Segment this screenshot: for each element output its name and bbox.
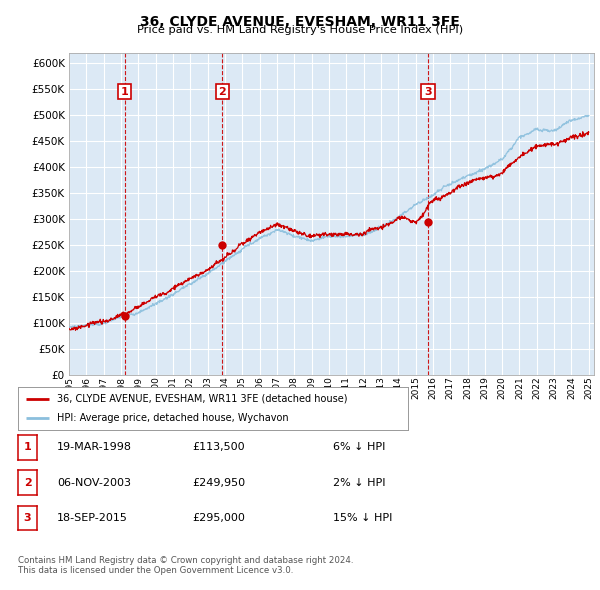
Text: Price paid vs. HM Land Registry's House Price Index (HPI): Price paid vs. HM Land Registry's House … [137, 25, 463, 35]
Text: 2% ↓ HPI: 2% ↓ HPI [333, 478, 386, 487]
Text: Contains HM Land Registry data © Crown copyright and database right 2024.: Contains HM Land Registry data © Crown c… [18, 556, 353, 565]
Text: 36, CLYDE AVENUE, EVESHAM, WR11 3FE (detached house): 36, CLYDE AVENUE, EVESHAM, WR11 3FE (det… [57, 394, 347, 404]
Text: 2: 2 [218, 87, 226, 97]
Text: 3: 3 [24, 513, 31, 523]
Text: 36, CLYDE AVENUE, EVESHAM, WR11 3FE: 36, CLYDE AVENUE, EVESHAM, WR11 3FE [140, 15, 460, 30]
Text: 06-NOV-2003: 06-NOV-2003 [57, 478, 131, 487]
Text: £295,000: £295,000 [192, 513, 245, 523]
Text: 2: 2 [24, 478, 31, 487]
Text: This data is licensed under the Open Government Licence v3.0.: This data is licensed under the Open Gov… [18, 566, 293, 575]
Text: 1: 1 [24, 442, 31, 452]
Text: 1: 1 [121, 87, 128, 97]
Text: 3: 3 [424, 87, 432, 97]
Text: 6% ↓ HPI: 6% ↓ HPI [333, 442, 385, 452]
Text: 15% ↓ HPI: 15% ↓ HPI [333, 513, 392, 523]
Text: HPI: Average price, detached house, Wychavon: HPI: Average price, detached house, Wych… [57, 413, 289, 423]
Text: 18-SEP-2015: 18-SEP-2015 [57, 513, 128, 523]
Text: 19-MAR-1998: 19-MAR-1998 [57, 442, 132, 452]
Text: £113,500: £113,500 [192, 442, 245, 452]
Text: £249,950: £249,950 [192, 478, 245, 487]
